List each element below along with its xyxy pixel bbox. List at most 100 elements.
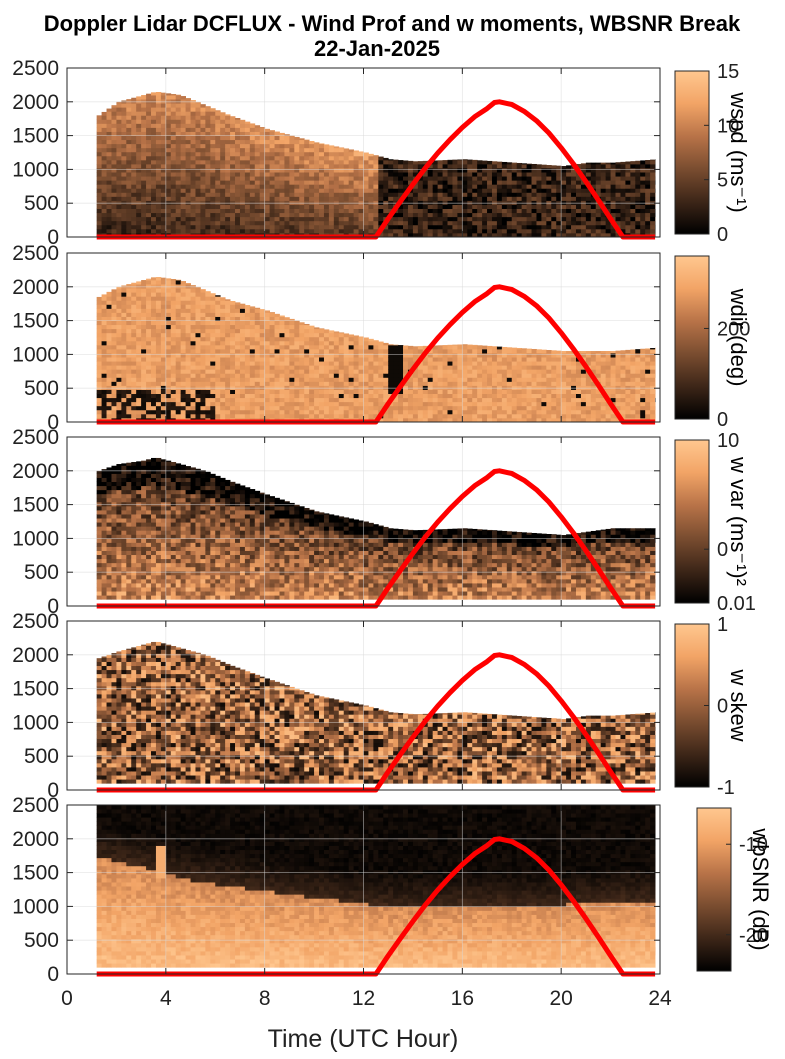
heatmap-cell — [358, 208, 364, 214]
heatmap-cell — [131, 176, 137, 181]
heatmap-cell — [393, 373, 399, 378]
heatmap-cell — [116, 320, 122, 326]
heatmap-cell — [368, 357, 374, 362]
heatmap-cell — [101, 111, 107, 116]
heatmap-cell — [121, 340, 127, 346]
heatmap-cell — [101, 131, 107, 136]
heatmap-cell — [126, 196, 132, 201]
heatmap-cell — [368, 413, 374, 419]
heatmap-cell — [190, 308, 196, 313]
heatmap-cell — [304, 344, 310, 350]
heatmap-cell — [205, 163, 211, 169]
heatmap-cell — [373, 172, 379, 177]
heatmap-cell — [462, 373, 468, 378]
heatmap-cell — [210, 155, 216, 161]
heatmap-cell — [595, 204, 602, 210]
heatmap-cell — [264, 328, 271, 334]
heatmap-cell — [131, 332, 137, 338]
heatmap-cell — [566, 200, 572, 205]
heatmap-cell — [106, 168, 112, 173]
heatmap-cell — [220, 127, 226, 132]
heatmap-cell — [511, 196, 518, 201]
heatmap-cell — [462, 344, 468, 350]
heatmap-cell — [215, 135, 221, 141]
heatmap-cell — [566, 184, 572, 189]
heatmap-cell — [526, 208, 532, 214]
heatmap-cell — [190, 143, 196, 149]
heatmap-cell — [225, 332, 231, 338]
heatmap-cell — [294, 389, 300, 395]
heatmap-cell — [151, 409, 157, 415]
heatmap-cell — [348, 176, 355, 181]
heatmap-cell — [605, 180, 611, 185]
heatmap-cell — [190, 127, 196, 132]
heatmap-cell — [447, 224, 453, 230]
heatmap-cell — [368, 340, 374, 346]
heatmap-cell — [126, 155, 132, 161]
heatmap-cell — [299, 204, 305, 210]
heatmap-cell — [289, 397, 295, 403]
heatmap-cell — [101, 163, 107, 169]
heatmap-cell — [151, 216, 157, 222]
heatmap-cell — [590, 168, 597, 173]
heatmap-cell — [304, 332, 310, 338]
heatmap-cell — [205, 389, 211, 395]
heatmap-cell — [185, 99, 191, 104]
heatmap-cell — [269, 147, 275, 153]
heatmap-cell — [215, 332, 221, 338]
heatmap-cell — [521, 208, 527, 214]
heatmap-cell — [284, 393, 290, 399]
heatmap-cell — [239, 397, 246, 403]
heatmap-cell — [170, 99, 177, 104]
heatmap-cell — [610, 163, 616, 169]
heatmap-cell — [294, 172, 300, 177]
heatmap-cell — [294, 328, 300, 334]
heatmap-cell — [151, 119, 157, 124]
heatmap-cell — [210, 115, 216, 120]
heatmap-cell — [175, 279, 182, 281]
heatmap-cell — [388, 353, 394, 358]
heatmap-cell — [427, 180, 434, 185]
heatmap-cell — [353, 200, 359, 205]
heatmap-cell — [645, 168, 651, 173]
heatmap-cell — [264, 401, 271, 407]
heatmap-cell — [126, 284, 132, 289]
heatmap-cell — [185, 135, 191, 141]
heatmap-cell — [496, 192, 503, 197]
heatmap-cell — [477, 188, 483, 193]
heatmap-cell — [358, 151, 364, 153]
heatmap-cell — [427, 413, 434, 419]
heatmap-cell — [249, 131, 256, 136]
heatmap-cell — [131, 357, 137, 362]
heatmap-cell — [437, 417, 443, 423]
heatmap-cell — [348, 348, 355, 354]
heatmap-cell — [437, 184, 443, 189]
heatmap-cell — [190, 361, 196, 366]
heatmap-cell — [146, 111, 152, 116]
heatmap-cell — [407, 417, 414, 423]
heatmap-cell — [170, 224, 177, 230]
heatmap-cell — [269, 312, 275, 313]
heatmap-cell — [304, 397, 310, 403]
heatmap-cell — [215, 216, 221, 222]
heatmap-cell — [323, 155, 330, 161]
heatmap-cell — [521, 212, 527, 218]
heatmap-cell — [482, 208, 488, 214]
heatmap-cell — [195, 184, 201, 189]
heatmap-cell — [482, 188, 488, 193]
heatmap-cell — [259, 389, 266, 395]
heatmap-cell — [215, 224, 221, 230]
heatmap-cell — [472, 369, 478, 374]
colorbar-tick-label: 0 — [717, 224, 728, 246]
heatmap-cell — [506, 413, 513, 419]
heatmap-cell — [230, 312, 236, 317]
heatmap-cell — [289, 192, 295, 197]
heatmap-cell — [101, 401, 107, 407]
heatmap-cell — [477, 401, 483, 407]
heatmap-cell — [141, 284, 147, 289]
heatmap-cell — [462, 200, 468, 205]
heatmap-cell — [264, 310, 271, 313]
heatmap-cell — [605, 200, 611, 205]
heatmap-cell — [403, 168, 409, 173]
heatmap-cell — [650, 196, 656, 201]
